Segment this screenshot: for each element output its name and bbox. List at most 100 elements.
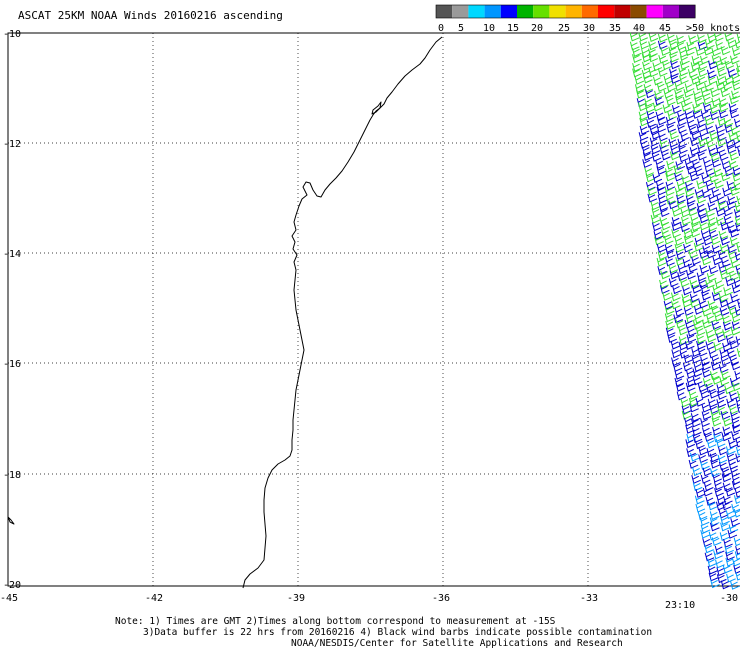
wind-barb <box>716 132 727 142</box>
wind-barb <box>735 132 740 142</box>
wind-barb <box>696 180 707 190</box>
wind-barb <box>717 390 727 400</box>
color-legend: 0 5 10 15 20 25 30 35 40 45 >50 knots <box>435 4 740 34</box>
wind-barb <box>717 446 728 456</box>
wind-barb <box>629 32 640 42</box>
wind-barb <box>697 151 707 161</box>
wind-barb <box>686 334 697 344</box>
wind-barb <box>701 361 711 371</box>
wind-barb <box>707 501 718 511</box>
wind-barb <box>666 123 676 133</box>
wind-barb <box>731 419 740 428</box>
wind-barb <box>650 130 661 140</box>
wind-barb <box>736 348 740 358</box>
wind-barb <box>729 186 740 196</box>
wind-barb <box>724 167 734 177</box>
wind-barb <box>723 215 734 225</box>
wind-barb <box>709 131 719 141</box>
wind-barb <box>701 368 712 378</box>
wind-barb <box>701 174 712 184</box>
wind-barb <box>684 110 695 120</box>
wind-barb <box>696 203 707 212</box>
legend-swatch <box>662 5 679 18</box>
wind-barb <box>733 278 740 288</box>
wind-barb <box>692 104 702 113</box>
wind-barb <box>729 55 740 65</box>
wind-barb <box>720 580 731 590</box>
wind-barb <box>657 266 668 275</box>
wind-barb <box>676 181 687 191</box>
wind-barb <box>672 285 682 295</box>
wind-barb <box>727 39 737 49</box>
wind-barb <box>642 159 652 168</box>
wind-barb <box>677 145 688 155</box>
wind-barb <box>681 410 692 420</box>
wind-barb <box>682 286 692 296</box>
wind-barb <box>689 293 700 303</box>
wind-barb <box>651 152 662 162</box>
wind-barb <box>722 81 733 91</box>
wind-barb <box>683 235 694 245</box>
wind-barb <box>708 265 719 275</box>
wind-barb <box>682 362 693 372</box>
wind-barb <box>735 438 740 448</box>
wind-barb <box>657 68 668 77</box>
wind-barb <box>652 76 663 86</box>
wind-barb <box>721 468 732 477</box>
wind-barb <box>715 207 726 217</box>
wind-barb <box>701 319 712 329</box>
wind-barb <box>670 75 680 84</box>
wind-barb <box>711 47 721 57</box>
wind-barb <box>660 270 670 280</box>
wind-barb <box>681 298 692 308</box>
wind-barb <box>709 453 720 463</box>
wind-barb <box>683 354 694 364</box>
wind-barb <box>730 361 740 371</box>
wind-barb <box>660 221 671 231</box>
wind-barb <box>686 165 697 175</box>
wind-barb <box>701 427 712 437</box>
wind-barb <box>709 371 720 380</box>
wind-barb <box>708 389 719 399</box>
wind-barb <box>672 363 683 372</box>
wind-barb <box>684 341 695 350</box>
wind-barb <box>692 110 703 119</box>
wind-barb <box>656 186 667 196</box>
wind-barb <box>639 125 650 135</box>
wind-barb <box>707 33 717 43</box>
wind-barb <box>687 327 697 337</box>
wind-barb <box>680 216 691 226</box>
wind-barb <box>687 69 698 78</box>
wind-barb <box>733 209 740 218</box>
wind-barb <box>729 95 739 105</box>
wind-barb <box>735 571 740 581</box>
wind-barb <box>691 348 701 357</box>
wind-barb <box>658 54 669 64</box>
wind-barb <box>700 284 711 294</box>
wind-barb <box>696 208 707 218</box>
wind-barb <box>663 89 674 99</box>
wind-barb <box>697 34 707 44</box>
wind-barb <box>720 88 730 98</box>
wind-barb <box>678 67 689 77</box>
legend-swatch <box>484 5 501 18</box>
wind-barb <box>729 237 740 246</box>
wind-barb <box>726 300 736 310</box>
wind-barb <box>700 418 710 428</box>
wind-barb <box>692 376 703 386</box>
wind-barb <box>656 243 667 253</box>
wind-barb <box>705 167 715 177</box>
wind-barb <box>698 279 708 288</box>
wind-barb <box>685 382 696 392</box>
wind-barb <box>725 446 736 456</box>
wind-barb <box>658 132 668 142</box>
wind-barb <box>688 125 699 135</box>
wind-barb <box>720 370 731 380</box>
wind-barb <box>701 256 712 266</box>
wind-barb <box>713 326 724 336</box>
wind-barb <box>717 201 728 210</box>
map-frame <box>7 32 740 587</box>
wind-barb <box>684 47 695 57</box>
wind-barb <box>691 284 702 294</box>
wind-barb <box>683 243 693 253</box>
